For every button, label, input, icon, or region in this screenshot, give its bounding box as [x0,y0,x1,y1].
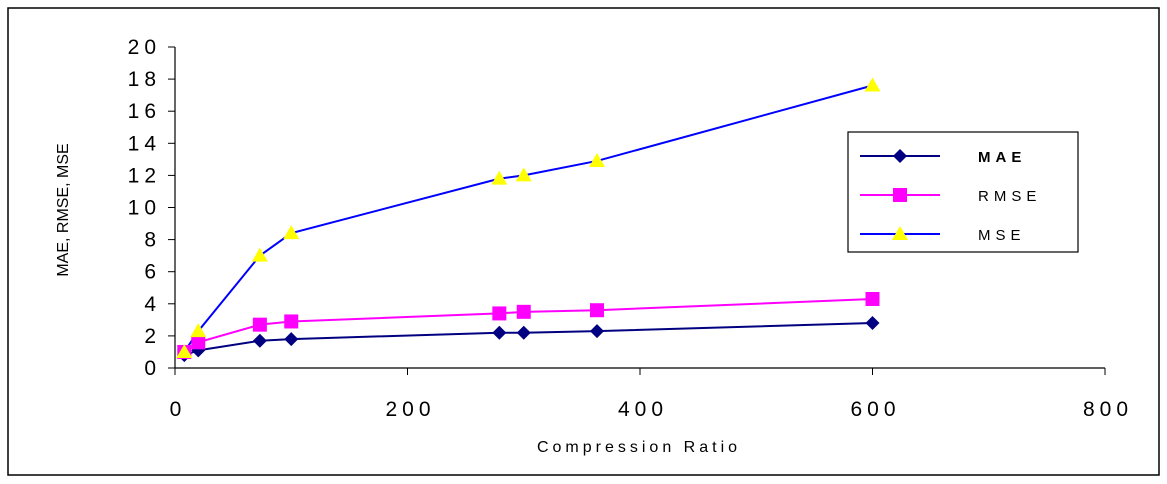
series-line-mse [183,84,873,353]
x-axis-title: Compression Ratio [537,439,741,456]
data-point-mae [252,333,267,348]
data-point-rmse [589,303,604,318]
data-point-mse [588,152,605,167]
series-line-mae [183,322,873,357]
y-tick-label: 14 [128,132,161,155]
data-point-rmse [492,306,507,321]
legend-marker-mse [892,226,908,240]
data-point-rmse [252,317,267,332]
data-point-mse [251,247,268,262]
x-tick-label: 200 [385,398,435,421]
data-point-mse [176,343,193,358]
legend-box [847,131,1079,253]
legend-marker-rmse [893,188,907,202]
x-tick-label: 400 [618,398,668,421]
legend-label-mse: MSE [978,227,1026,244]
y-tick-label: 20 [128,36,161,59]
data-point-rmse [865,291,880,306]
y-tick-label: 18 [128,68,161,91]
y-tick-label: 6 [144,261,161,284]
data-point-mae [492,325,507,340]
y-tick-label: 2 [144,325,161,348]
legend-marker-mae [893,149,907,163]
y-tick-label: 4 [144,293,161,316]
data-point-mse [515,167,532,182]
data-point-rmse [191,335,206,350]
x-tick-label: 0 [170,398,187,421]
y-axis-title: MAE, RMSE, MSE [55,143,72,276]
data-point-mae [516,325,531,340]
y-tick-label: 0 [144,357,161,380]
series-line-rmse [183,297,873,353]
data-point-mse [190,323,207,338]
data-point-rmse [516,304,531,319]
x-tick-label: 800 [1083,398,1133,421]
legend-label-rmse: RMSE [978,188,1041,205]
y-tick-label: 16 [128,100,161,123]
data-point-mse [491,170,508,185]
legend: MAE RMSE MSE [847,131,1079,253]
data-point-mse [864,77,881,92]
data-point-mae [284,332,299,347]
data-point-rmse [284,314,299,329]
y-tick-label: 8 [144,229,161,252]
data-point-mae [865,316,880,331]
x-tick-label: 600 [850,398,900,421]
y-tick-label: 10 [128,197,161,220]
legend-label-mae: MAE [978,149,1026,166]
y-tick-label: 12 [128,164,161,187]
data-point-mse [283,225,300,240]
data-point-mae [589,324,604,339]
